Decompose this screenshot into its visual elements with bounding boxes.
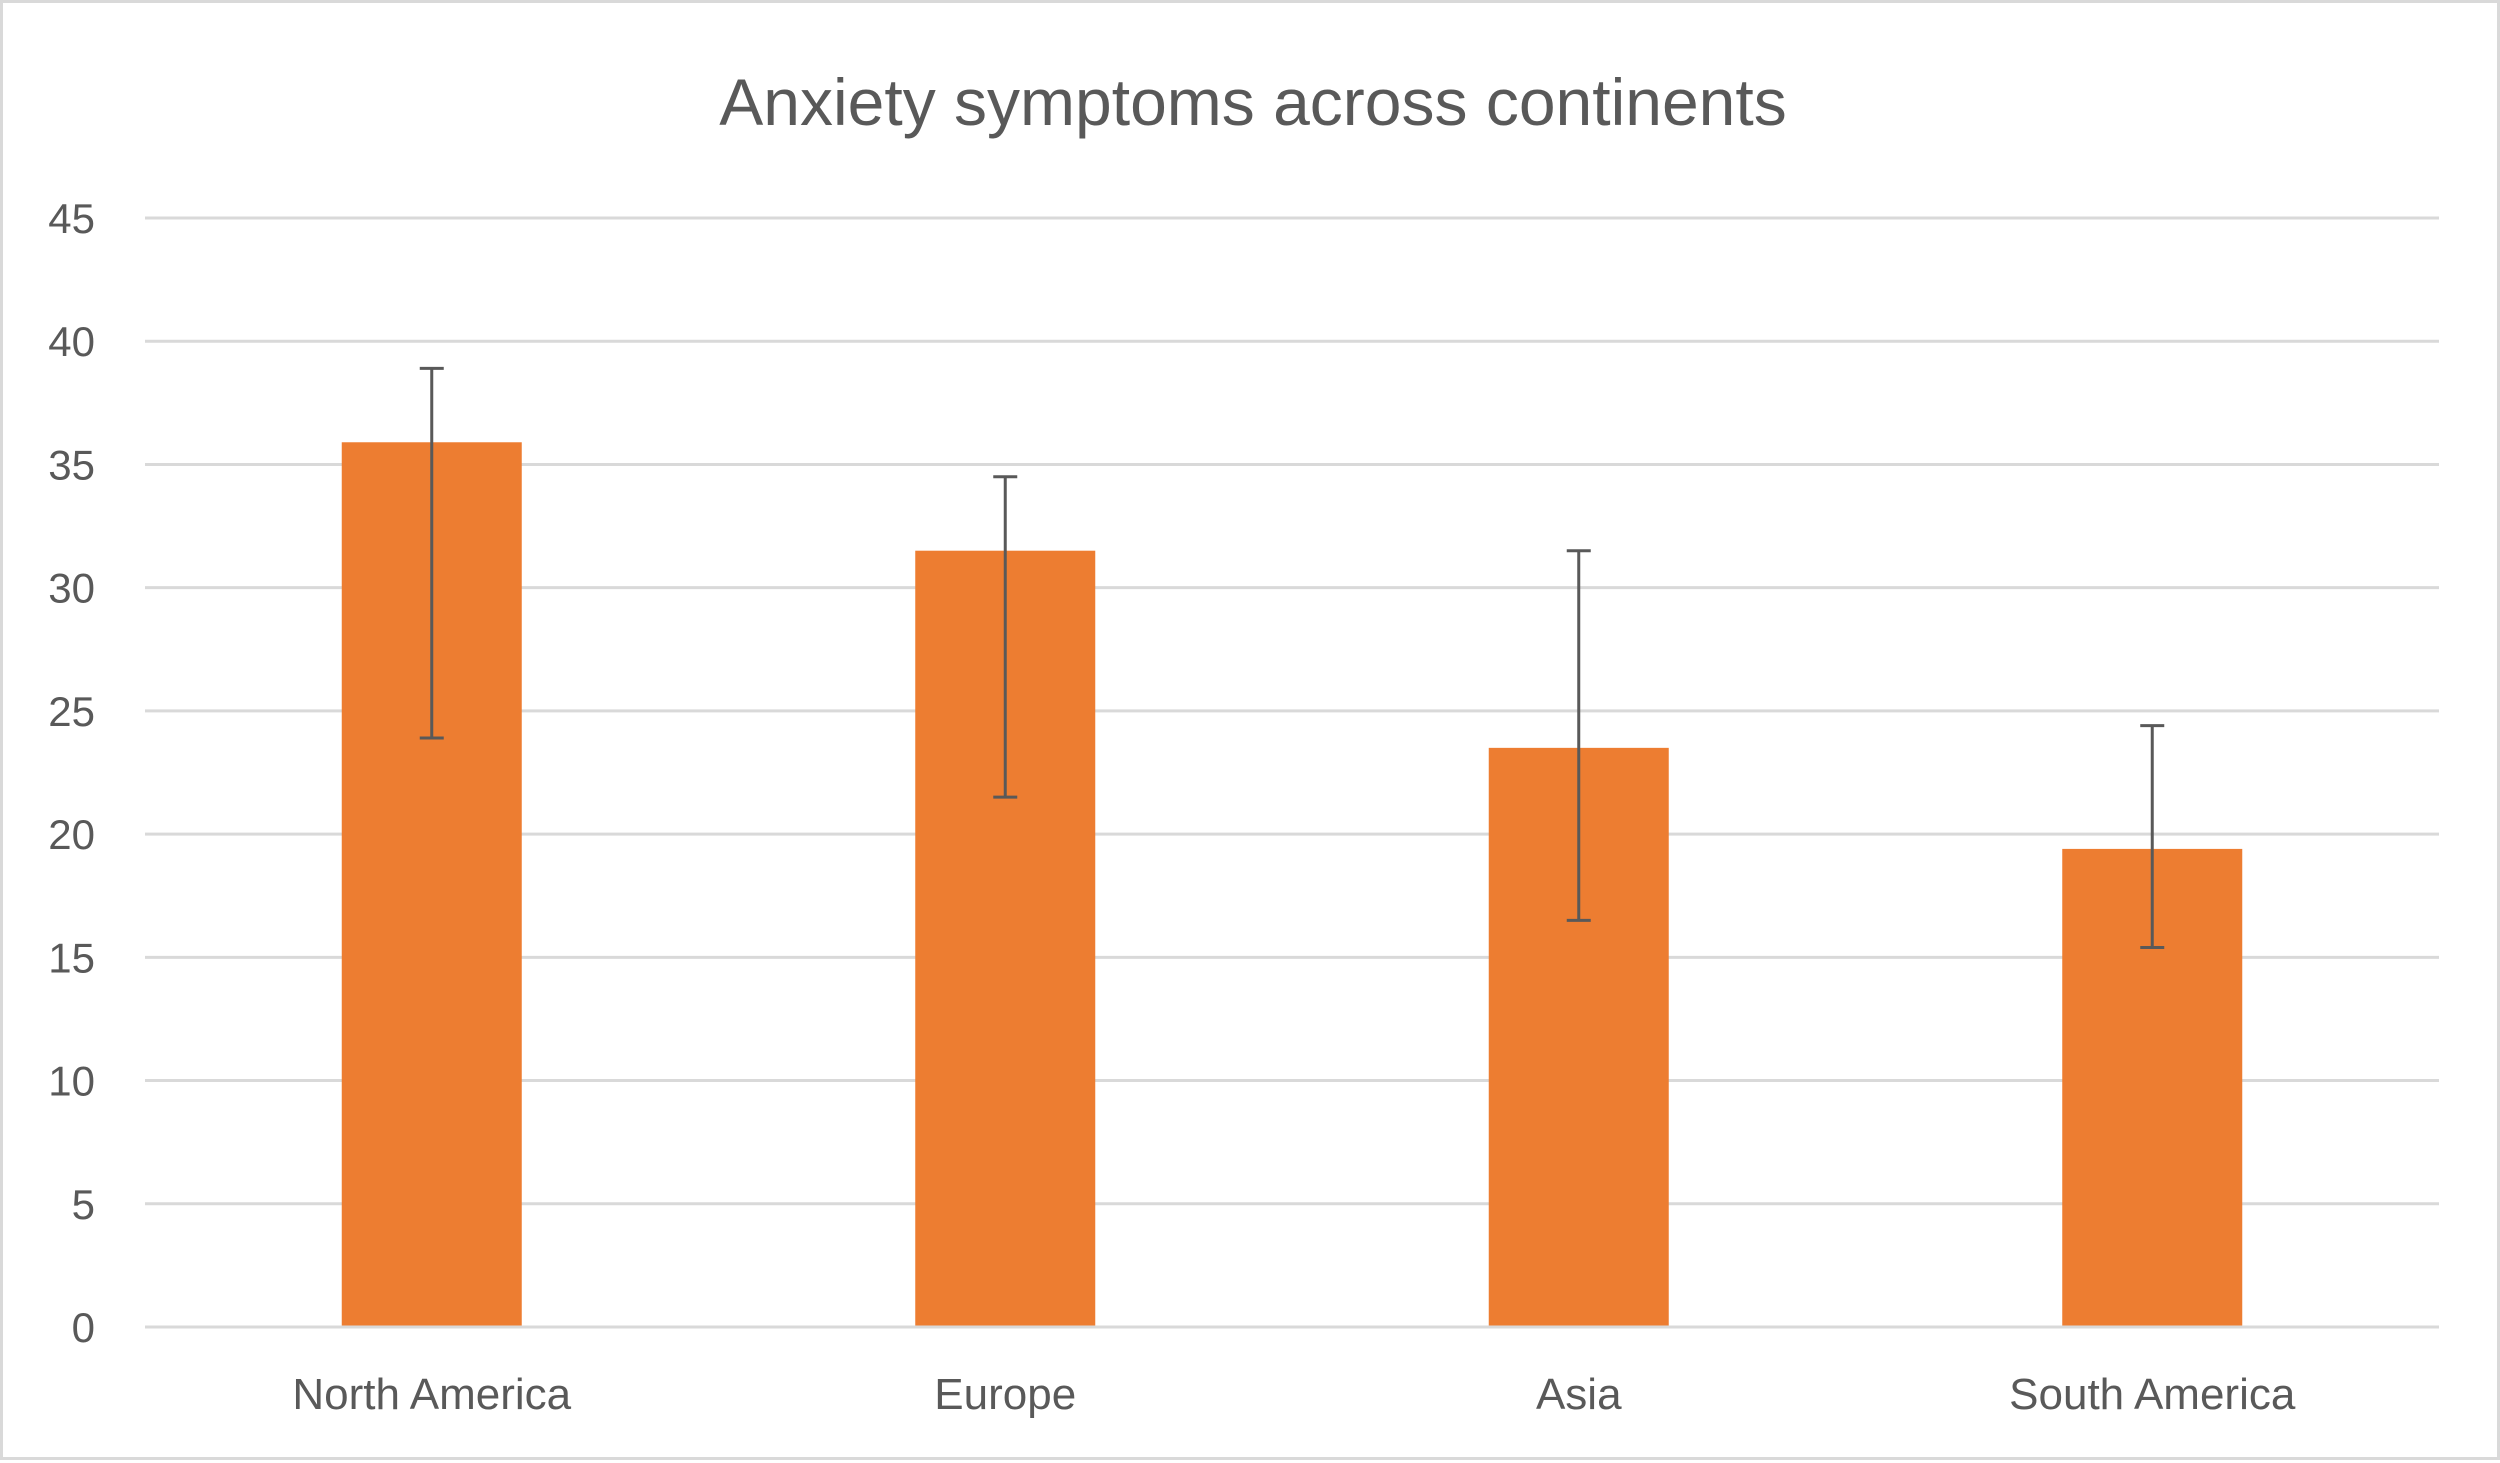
bars — [341, 442, 2243, 1328]
gridlines — [145, 216, 2439, 1329]
y-tick-label: 25 — [48, 688, 95, 735]
y-tick-label: 20 — [48, 811, 95, 858]
y-tick-label: 35 — [48, 441, 95, 488]
error-bars — [145, 366, 2439, 1329]
y-tick-label: 10 — [48, 1058, 95, 1105]
x-category-label: North America — [292, 1370, 571, 1419]
bar-chart: Anxiety symptoms across continents 0 5 10 1… — [48, 65, 2439, 1419]
x-category-label: Europe — [934, 1370, 1076, 1419]
y-tick-label: 45 — [48, 195, 95, 242]
y-axis-ticks: 0 5 10 15 20 25 30 35 40 45 — [48, 195, 95, 1351]
x-category-label: Asia — [1536, 1370, 1622, 1419]
y-tick-label: 5 — [72, 1181, 95, 1228]
y-tick-label: 0 — [72, 1304, 95, 1351]
y-tick-label: 15 — [48, 934, 95, 981]
x-category-label: South America — [2009, 1370, 2296, 1419]
y-tick-label: 40 — [48, 318, 95, 365]
y-tick-label: 30 — [48, 565, 95, 612]
chart-title: Anxiety symptoms across continents — [719, 65, 1786, 139]
x-axis-categories: North America Europe Asia South America — [292, 1370, 2295, 1419]
